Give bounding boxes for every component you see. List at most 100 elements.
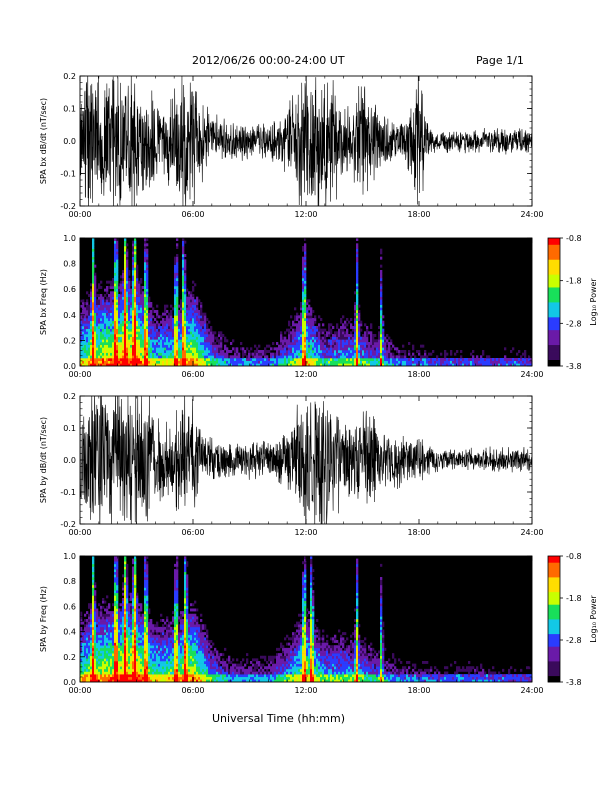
spectrogram-cell (242, 347, 245, 351)
spectrogram-cell (82, 336, 85, 340)
spectrogram-cell (526, 363, 529, 366)
spectrogram-cell (136, 342, 139, 345)
spectrogram-cell (118, 663, 121, 667)
spectrogram-cell (176, 334, 179, 337)
spectrogram-cell (298, 328, 301, 332)
spectrogram-cell (136, 270, 139, 273)
spectrogram-cell (142, 302, 145, 305)
spectrogram-cell (86, 634, 89, 638)
spectrogram-cell (146, 674, 149, 678)
spectrogram-cell (304, 256, 307, 260)
spectrogram-cell (108, 634, 111, 638)
spectrogram-cell (408, 363, 411, 366)
spectrogram-cell (388, 342, 391, 345)
spectrogram-cell (126, 592, 129, 596)
spectrogram-cell (186, 320, 189, 324)
spectrogram-cell (134, 616, 137, 620)
spectrogram-cell (314, 358, 317, 361)
spectrogram-cell (120, 611, 123, 615)
spectrogram-cell (248, 350, 251, 353)
spectrogram-cell (364, 355, 367, 359)
spectrogram-cell (372, 339, 375, 343)
spectrogram-cell (376, 347, 379, 351)
spectrogram-cell (146, 283, 149, 287)
spectrogram-cell (98, 339, 101, 343)
spectrogram-cell (132, 328, 135, 332)
spectrogram-cell (134, 584, 137, 588)
spectrogram-cell (114, 334, 117, 337)
colorbar-band (548, 284, 560, 288)
colorbar-band (548, 355, 560, 358)
spectrogram-cell (168, 358, 171, 361)
spectrogram-cell (190, 344, 193, 348)
spectrogram-cell (176, 347, 179, 351)
spectrogram-cell (160, 339, 163, 343)
spectrogram-cell (94, 671, 97, 675)
spectrogram-cell (290, 363, 293, 366)
spectrogram-cell (142, 304, 145, 308)
spectrogram-cell (136, 668, 139, 672)
spectrogram-cell (504, 355, 507, 359)
spectrogram-cell (116, 571, 119, 575)
spectrogram-cell (292, 344, 295, 348)
spectrogram-cell (86, 363, 89, 366)
spectrogram-cell (152, 355, 155, 359)
spectrogram-cell (116, 256, 119, 260)
spectrogram-cell (306, 352, 309, 356)
spectrogram-cell (192, 315, 195, 319)
spectrogram-cell (88, 655, 91, 659)
spectrogram-cell (132, 246, 135, 249)
spectrogram-cell (128, 336, 131, 340)
spectrogram-cell (188, 323, 191, 327)
spectrogram-cell (336, 358, 339, 361)
spectrogram-cell (352, 326, 355, 329)
spectrogram-cell (144, 352, 147, 356)
spectrogram-cell (286, 342, 289, 345)
spectrogram-cell (108, 342, 111, 345)
spectrogram-cell (194, 342, 197, 345)
spectrogram-cell (98, 336, 101, 340)
waveform-panel: 0.20.10.0-0.1-0.200:00 06:00 12:00 18:00 24:… (39, 392, 544, 537)
spectrogram-cell (200, 328, 203, 332)
spectrogram-cell (174, 264, 177, 268)
spectrogram-cell (360, 363, 363, 366)
spectrogram-cell (240, 347, 243, 351)
spectrogram-cell (100, 347, 103, 351)
spectrogram-cell (194, 315, 197, 319)
spectrogram-cell (116, 310, 119, 313)
spectrogram-cell (398, 360, 401, 364)
spectrogram-cell (190, 326, 193, 329)
spectrogram-cell (302, 318, 305, 321)
spectrogram-cell (126, 600, 129, 604)
spectrogram-cell (254, 352, 257, 356)
spectrogram-cell (144, 571, 147, 575)
spectrogram-cell (184, 347, 187, 351)
spectrogram-cell (86, 655, 89, 659)
x-tick-label: 18:00 (407, 370, 430, 379)
spectrogram-cell (420, 363, 423, 366)
spectrogram-cell (304, 243, 307, 247)
spectrogram-cell (384, 336, 387, 340)
spectrogram-cell (118, 637, 121, 641)
spectrogram-cell (94, 653, 97, 657)
spectrogram-cell (126, 650, 129, 654)
spectrogram-cell (144, 264, 147, 268)
spectrogram-cell (140, 318, 143, 321)
spectrogram-cell (204, 328, 207, 332)
spectrogram-cell (188, 318, 191, 321)
spectrogram-cell (142, 621, 145, 625)
spectrogram-cell (174, 334, 177, 337)
spectrogram-cell (146, 238, 149, 241)
spectrogram-cell (122, 363, 125, 366)
spectrogram-cell (356, 304, 359, 308)
spectrogram-cell (102, 674, 105, 678)
spectrogram-cell (356, 272, 359, 276)
spectrogram-cell (208, 331, 211, 335)
spectrogram-cell (472, 363, 475, 366)
spectrogram-cell (140, 655, 143, 659)
spectrogram-cell (296, 326, 299, 329)
spectrogram-cell (302, 302, 305, 305)
spectrogram-cell (212, 363, 215, 366)
spectrogram-cell (120, 668, 123, 672)
spectrogram-cell (168, 312, 171, 316)
